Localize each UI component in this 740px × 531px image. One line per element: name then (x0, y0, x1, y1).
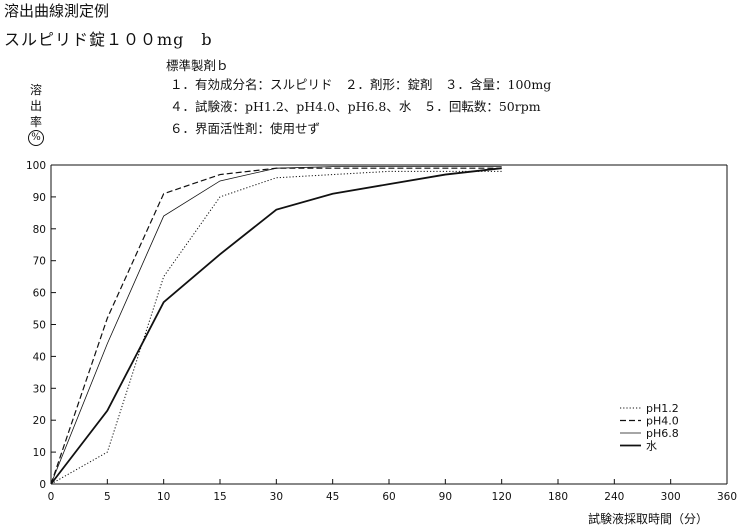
info-heading: 標準製剤ｂ (166, 58, 229, 73)
series-line-thin (50, 166, 502, 485)
x-tick-label: 60 (382, 491, 395, 503)
legend-label: 水 (646, 440, 657, 453)
y-tick-label: 20 (33, 415, 46, 427)
y-tick-label: 0 (39, 479, 46, 491)
x-axis-label: 試験液採取時間（分） (587, 512, 708, 526)
page-title: 溶出曲線測定例 (4, 2, 110, 20)
page-subtitle: スルピリド錠１００mg b (4, 30, 213, 49)
x-tick-label: 120 (492, 491, 512, 503)
legend-label: pH6.8 (646, 427, 679, 440)
x-tick-label: 240 (604, 491, 624, 503)
y-axis-label-char: 出 (29, 99, 42, 113)
y-tick-label: 10 (33, 447, 46, 459)
y-tick-label: 40 (33, 351, 46, 363)
y-tick-label: 60 (33, 288, 46, 300)
y-axis-label-char: 溶 (29, 83, 42, 97)
y-tick-label: 100 (26, 160, 46, 172)
series-line-thick (50, 167, 502, 485)
x-tick-label: 5 (104, 491, 111, 503)
legend-label: pH4.0 (646, 415, 679, 428)
series-line-dotted (50, 170, 502, 485)
info-line-1: １．有効成分名：スルピリド ２．剤形：錠剤 ３．含量：100mg (170, 77, 552, 92)
x-tick-label: 10 (157, 491, 170, 503)
y-axis-unit: % (28, 130, 44, 146)
y-tick-label: 70 (33, 256, 46, 268)
y-tick-label: 30 (33, 383, 46, 395)
series-line-dashed (50, 167, 502, 485)
x-tick-label: 30 (270, 491, 283, 503)
y-axis-label: 溶 出 率 % (28, 82, 44, 146)
x-tick-label: 45 (326, 491, 339, 503)
x-tick-label: 180 (548, 491, 568, 503)
y-tick-label: 50 (33, 320, 46, 332)
x-tick-label: 300 (661, 491, 681, 503)
x-tick-label: 0 (48, 491, 55, 503)
y-tick-label: 80 (33, 224, 46, 236)
info-line-2: ４．試験液：pH1.2、pH4.0、pH6.8、水 ５．回転数：50rpm (170, 99, 541, 114)
y-tick-label: 90 (33, 192, 46, 204)
x-tick-label: 360 (717, 491, 737, 503)
x-tick-label: 90 (439, 491, 452, 503)
x-tick-label: 15 (213, 491, 226, 503)
y-axis-label-char: 率 (29, 115, 42, 129)
legend-label: pH1.2 (646, 402, 679, 415)
info-line-3: ６．界面活性剤：使用せず (170, 121, 321, 136)
